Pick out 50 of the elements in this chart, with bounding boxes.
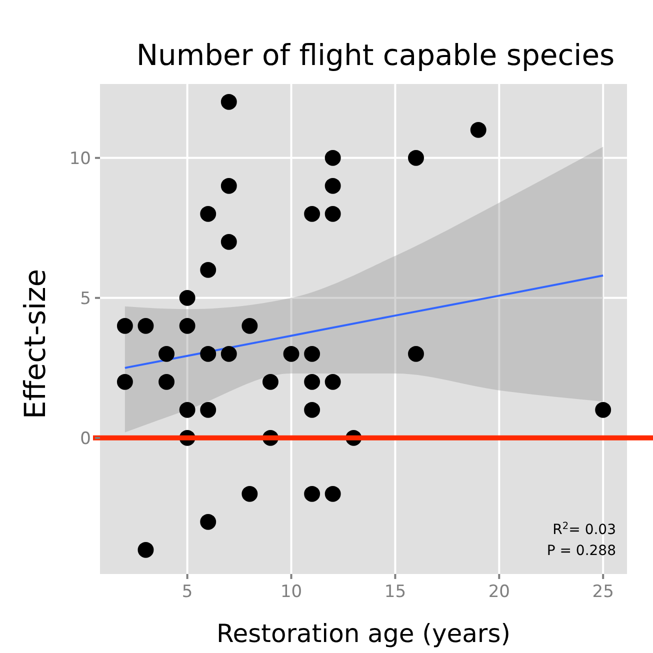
point xyxy=(408,150,424,166)
point xyxy=(324,206,341,222)
point xyxy=(116,318,133,334)
x-tick-label: 20 xyxy=(488,582,510,602)
x-axis-title: Restoration age (years) xyxy=(216,619,511,648)
x-tick-label: 25 xyxy=(592,582,614,602)
point xyxy=(200,262,216,278)
point xyxy=(242,318,258,334)
point xyxy=(324,374,341,390)
point xyxy=(200,206,216,222)
point xyxy=(304,206,320,222)
y-axis-title: Effect-size xyxy=(18,268,52,420)
point xyxy=(324,486,341,502)
x-tick-label: 10 xyxy=(280,582,302,602)
point xyxy=(304,346,320,362)
point xyxy=(595,402,612,418)
point xyxy=(200,514,216,530)
point xyxy=(242,486,258,502)
point xyxy=(220,178,237,194)
point xyxy=(200,346,216,362)
x-tick-label: 15 xyxy=(384,582,406,602)
x-tick-label: 5 xyxy=(182,582,193,602)
point xyxy=(116,374,133,390)
chart-title: Number of flight capable species xyxy=(136,38,615,72)
point xyxy=(283,346,300,362)
point xyxy=(138,318,154,334)
point xyxy=(220,94,237,110)
point xyxy=(200,402,216,418)
annotation: P = 0.288 xyxy=(546,543,616,559)
point xyxy=(179,402,196,418)
point xyxy=(470,122,486,138)
y-tick-label: 10 xyxy=(69,148,91,169)
point xyxy=(304,486,320,502)
point xyxy=(262,374,278,390)
line-series xyxy=(124,274,604,369)
point xyxy=(179,290,196,306)
point xyxy=(179,318,196,334)
point xyxy=(220,346,237,362)
point xyxy=(408,346,424,362)
point xyxy=(324,178,341,194)
point xyxy=(138,542,154,558)
annotation: R$^{2}$= 0.03 xyxy=(552,520,616,538)
y-tick-label: 0 xyxy=(80,428,91,449)
point xyxy=(304,374,320,390)
y-tick-label: 5 xyxy=(80,288,91,309)
point xyxy=(324,150,341,166)
point xyxy=(304,402,320,418)
point xyxy=(158,374,175,390)
point xyxy=(158,346,175,362)
point xyxy=(220,234,237,250)
